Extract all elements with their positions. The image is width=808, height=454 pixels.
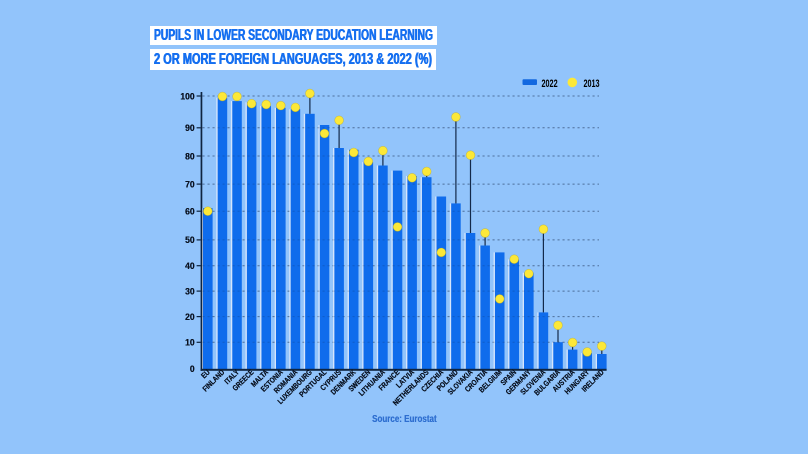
svg-text:2022: 2022 — [542, 77, 558, 89]
svg-text:2013: 2013 — [583, 77, 599, 89]
svg-text:80: 80 — [185, 151, 195, 161]
svg-text:0: 0 — [190, 364, 195, 374]
svg-text:90: 90 — [185, 123, 195, 133]
svg-text:30: 30 — [185, 286, 195, 296]
svg-text:10: 10 — [185, 337, 195, 347]
svg-text:50: 50 — [185, 235, 195, 245]
svg-text:60: 60 — [185, 206, 195, 216]
svg-text:20: 20 — [185, 312, 195, 322]
svg-text:EU: EU — [200, 369, 212, 381]
svg-text:40: 40 — [185, 261, 195, 271]
svg-text:100: 100 — [180, 91, 194, 101]
svg-text:70: 70 — [185, 179, 195, 189]
